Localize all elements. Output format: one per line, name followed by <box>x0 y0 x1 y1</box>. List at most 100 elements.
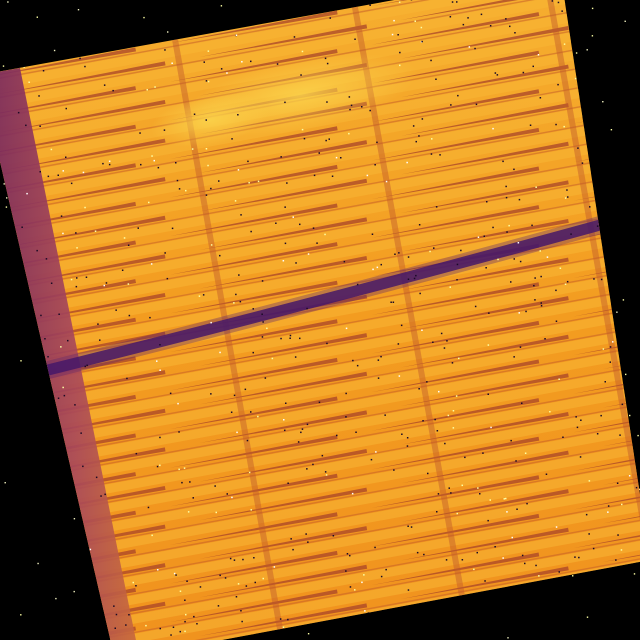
speck <box>407 278 410 280</box>
speck <box>40 314 42 317</box>
speck <box>440 332 443 335</box>
speck <box>137 227 139 229</box>
noise-dot <box>77 9 80 11</box>
noise-dot <box>167 31 169 33</box>
noise-dot <box>4 482 6 484</box>
speck <box>380 625 382 627</box>
speck <box>284 101 286 104</box>
speck <box>406 161 408 164</box>
speck <box>551 0 554 2</box>
speck <box>620 549 623 551</box>
speck <box>17 111 20 114</box>
speck <box>486 201 488 203</box>
speck <box>602 348 605 350</box>
speck <box>82 550 84 553</box>
speck <box>511 536 513 539</box>
speck <box>605 0 607 1</box>
speck <box>617 534 619 536</box>
speck <box>297 441 300 443</box>
speck <box>544 637 546 640</box>
speck <box>293 36 296 38</box>
speck <box>503 498 505 500</box>
speck <box>411 616 414 618</box>
speck <box>74 491 76 494</box>
speck <box>436 511 438 513</box>
speck <box>65 107 67 110</box>
speck <box>392 301 395 303</box>
speck <box>184 620 186 623</box>
speck <box>241 61 243 63</box>
speck <box>234 200 237 202</box>
speck <box>561 10 563 12</box>
speck <box>364 610 366 612</box>
speck <box>166 277 169 280</box>
speck <box>377 359 380 361</box>
speck <box>343 260 346 263</box>
speck <box>257 415 259 418</box>
speck <box>516 508 518 510</box>
speck <box>413 277 416 280</box>
speck <box>210 321 212 324</box>
speck <box>612 115 614 118</box>
speck <box>369 4 371 6</box>
speck <box>616 482 619 484</box>
speck <box>284 206 286 208</box>
speck <box>476 551 478 554</box>
noise-dot <box>633 573 636 575</box>
speck <box>94 230 97 232</box>
speck <box>205 194 208 196</box>
speck <box>178 468 180 471</box>
speck <box>177 402 179 405</box>
speck <box>185 613 187 616</box>
speck <box>533 284 535 287</box>
speck <box>23 387 25 389</box>
speck <box>540 305 543 307</box>
speck <box>30 487 32 489</box>
speck <box>26 192 28 195</box>
speck <box>397 34 399 36</box>
speck <box>549 411 551 413</box>
speck <box>224 577 227 579</box>
speck <box>57 397 60 399</box>
speck <box>400 324 403 327</box>
speck <box>555 123 557 126</box>
detector-row <box>0 358 640 540</box>
speck <box>500 621 502 624</box>
speck <box>66 559 68 562</box>
speck <box>20 432 23 434</box>
noise-dot <box>7 1 9 3</box>
speck <box>506 635 509 637</box>
speck <box>150 263 153 265</box>
speck <box>363 574 365 576</box>
speck <box>284 429 286 432</box>
speck <box>289 334 292 337</box>
speck <box>135 585 137 587</box>
speck <box>162 1 164 3</box>
speck <box>283 419 285 421</box>
speck <box>535 564 537 567</box>
noise-dot <box>220 5 223 7</box>
speck <box>406 437 409 439</box>
speck <box>391 33 394 36</box>
speck <box>437 493 440 495</box>
speck <box>247 160 249 163</box>
speck <box>192 497 194 499</box>
speck <box>0 412 3 414</box>
speck <box>505 18 507 20</box>
speck <box>47 356 49 358</box>
speck <box>588 480 591 482</box>
speck <box>89 548 92 551</box>
speck <box>210 244 213 246</box>
speck <box>63 13 65 16</box>
speck <box>600 414 602 417</box>
speck <box>5 417 8 419</box>
speck <box>447 414 450 417</box>
speck <box>250 509 252 511</box>
speck <box>483 235 485 237</box>
speck <box>455 395 458 397</box>
speck <box>50 148 53 151</box>
speck <box>522 71 525 74</box>
speck <box>517 242 520 244</box>
speck <box>48 415 50 417</box>
speck <box>630 165 632 167</box>
